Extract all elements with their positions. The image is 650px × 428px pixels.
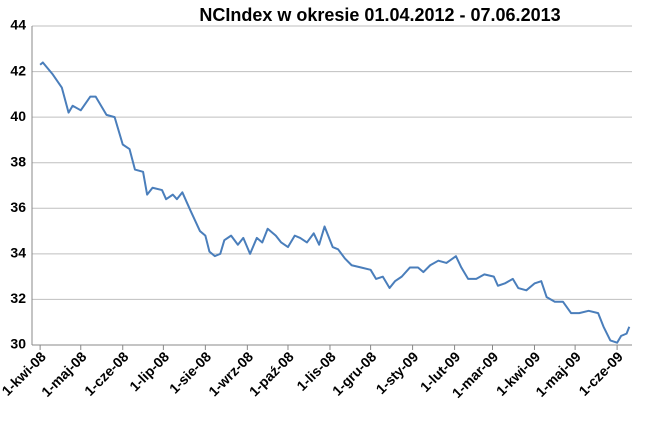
chart-title: NCIndex w okresie 01.04.2012 - 07.06.201…: [199, 5, 560, 25]
x-tick-label: 1-cze-08: [81, 348, 132, 399]
y-tick-label: 34: [10, 245, 26, 261]
x-tick-label: 1-maj-09: [532, 348, 584, 400]
x-tick-label: 1-paź-08: [246, 348, 297, 399]
x-tick-label: 1-lip-08: [126, 348, 172, 394]
y-tick-label: 30: [10, 336, 26, 352]
y-tick-label: 42: [10, 62, 26, 78]
y-tick-label: 40: [10, 108, 26, 124]
line-series: [39, 61, 631, 344]
y-tick-label: 36: [10, 199, 26, 215]
x-tick-label: 1-cze-09: [575, 348, 626, 399]
y-tick-label: 38: [10, 153, 26, 169]
x-tick-label: 1-gru-08: [329, 348, 380, 399]
x-tick-label: 1-maj-08: [38, 348, 90, 400]
y-tick-label: 32: [10, 290, 26, 306]
y-tick-label: 44: [10, 17, 26, 33]
x-tick-label: 1-sty-09: [373, 348, 422, 397]
